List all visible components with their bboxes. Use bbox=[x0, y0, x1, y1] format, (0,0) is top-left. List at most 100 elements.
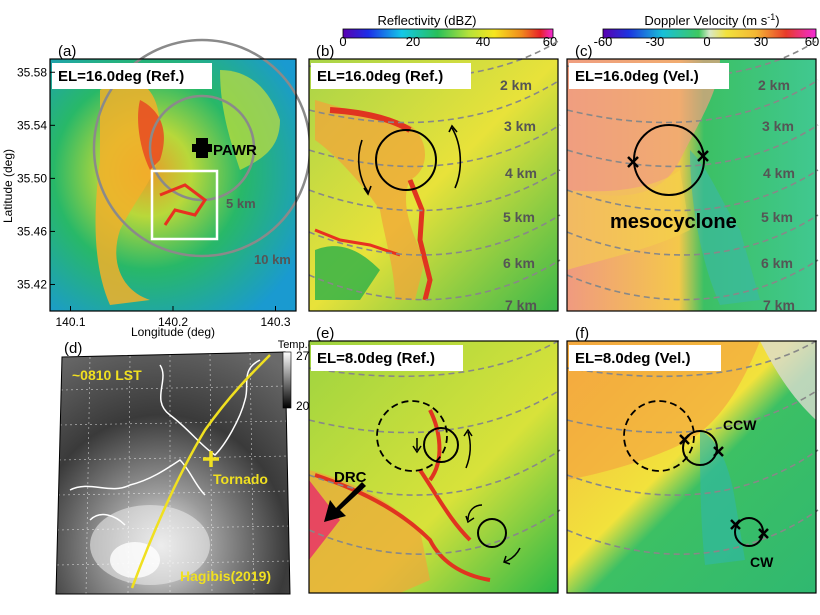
panel-b: (b) 2 km 3 km 4 km 5 km 6 km 7 km EL=16.… bbox=[308, 39, 561, 313]
panel-d-frame bbox=[55, 351, 291, 595]
zoom-box bbox=[150, 169, 219, 241]
panel-f-letter: (f) bbox=[575, 325, 589, 342]
panel-c-inbound bbox=[690, 150, 760, 305]
panel-b-core bbox=[329, 107, 412, 133]
panel-e-label: EL=8.0deg (Ref.) bbox=[317, 350, 435, 367]
panel-c-letter: (c) bbox=[575, 43, 593, 60]
panel-e-frame bbox=[308, 340, 559, 594]
velocity-tick: 0 bbox=[703, 34, 710, 49]
panel-c-frame bbox=[566, 58, 817, 312]
x-marker bbox=[697, 150, 709, 162]
reflectivity-colorbar-title: Reflectivity (dBZ) bbox=[378, 13, 477, 28]
ring-label: 7 km bbox=[505, 297, 537, 313]
panel-b-label-box bbox=[311, 63, 471, 89]
typhoon-core bbox=[110, 542, 160, 578]
ccw-circle bbox=[682, 430, 718, 466]
x-marker bbox=[713, 446, 724, 457]
panel-d-letter: (d) bbox=[64, 340, 82, 357]
x-tick-label: 140.2 bbox=[158, 315, 188, 329]
y-tick-label: 35.50 bbox=[17, 171, 47, 185]
ring-label-5km: 5 km bbox=[226, 196, 256, 211]
x-marker bbox=[627, 156, 639, 168]
panel-d: (d) Tornado Hagibis(2019) ~0810 LST Temp… bbox=[55, 339, 322, 595]
ring-label: 2 km bbox=[500, 77, 532, 93]
velocity-tick: 60 bbox=[805, 34, 819, 49]
panel-f-inbound bbox=[700, 430, 745, 565]
panel-e-hook bbox=[428, 409, 442, 482]
x-marker bbox=[730, 519, 741, 530]
ring-label: 4 km bbox=[505, 165, 537, 181]
panel-e-letter: (e) bbox=[316, 325, 334, 342]
mesocyclone-circle bbox=[375, 129, 437, 191]
velocity-tick: 30 bbox=[754, 34, 768, 49]
panel-b-echo bbox=[315, 100, 425, 300]
rotation-arrow bbox=[451, 127, 462, 189]
reflectivity-tick: 0 bbox=[339, 34, 346, 49]
panel-b-letter: (b) bbox=[316, 43, 334, 60]
hagibis-label: Hagibis(2019) bbox=[180, 568, 271, 584]
mesocyclone-label: mesocyclone bbox=[610, 211, 737, 233]
rotation-arrow bbox=[463, 428, 473, 469]
tornado-label: Tornado bbox=[213, 471, 268, 487]
x-tick-label: 140.3 bbox=[260, 315, 290, 329]
drc-arrow bbox=[324, 482, 366, 522]
panel-b-line bbox=[314, 228, 401, 257]
ring-label: 7 km bbox=[763, 297, 795, 313]
ring-label: 6 km bbox=[503, 255, 535, 271]
velocity-colorbar-title: Doppler Velocity (m s-1) bbox=[644, 12, 779, 28]
panel-b-hook bbox=[407, 179, 433, 301]
x-marker bbox=[758, 528, 769, 539]
y-tick-label: 35.58 bbox=[17, 65, 47, 79]
panel-a-ticks: 140.1 140.2 140.3 35.42 35.46 35.50 35.54 35.58 bbox=[17, 65, 291, 329]
panel-f-outbound bbox=[567, 341, 760, 480]
x-tick-label: 140.1 bbox=[55, 315, 85, 329]
ring-label: 3 km bbox=[504, 118, 536, 134]
reflectivity-tick: 40 bbox=[476, 34, 490, 49]
panel-c-outbound bbox=[567, 59, 720, 196]
panel-a-letter: (a) bbox=[58, 43, 76, 60]
ring-label: 5 km bbox=[503, 209, 535, 225]
ring-label-10km: 10 km bbox=[254, 252, 291, 267]
velocity-tick: -30 bbox=[646, 34, 665, 49]
panel-a: (a) PAWR 5 km 10 km EL=16.0deg (Ref.) La… bbox=[1, 38, 312, 339]
temp-colorbar-bar bbox=[282, 351, 292, 409]
panel-f-frame bbox=[566, 340, 817, 594]
ccw-label: CCW bbox=[723, 417, 757, 433]
panel-a-echo bbox=[220, 70, 280, 170]
rotation-arrow bbox=[412, 438, 422, 454]
y-tick-label: 35.46 bbox=[17, 224, 47, 238]
panel-f-label: EL=8.0deg (Vel.) bbox=[575, 350, 690, 367]
panel-c-yellow bbox=[567, 170, 690, 270]
reflectivity-colorbar: Reflectivity (dBZ) 0 20 40 60 bbox=[339, 13, 557, 49]
panel-c-rings bbox=[566, 39, 819, 301]
reflectivity-colorbar-bar bbox=[342, 28, 554, 39]
range-ring-5km bbox=[148, 94, 256, 202]
panel-c-label: EL=16.0deg (Vel.) bbox=[575, 68, 699, 85]
pawr-label: PAWR bbox=[213, 142, 257, 159]
previous-meso-circle bbox=[623, 400, 695, 472]
panel-c: (c) 2 km 3 km 4 km 5 km 6 km 7 km mesocy… bbox=[566, 39, 819, 313]
rotation-arrowhead bbox=[448, 124, 458, 133]
y-tick-label: 35.42 bbox=[17, 277, 47, 291]
coastline bbox=[69, 359, 261, 526]
ring-label: 2 km bbox=[758, 77, 790, 93]
drc-echo bbox=[309, 480, 340, 560]
panel-f-label-box bbox=[569, 345, 721, 371]
cw-label: CW bbox=[750, 554, 774, 570]
velocity-tick: -60 bbox=[594, 34, 613, 49]
reflectivity-tick: 20 bbox=[406, 34, 420, 49]
panel-b-echo bbox=[315, 246, 380, 300]
pawr-marker bbox=[192, 138, 212, 158]
x-axis-label: Longitude (deg) bbox=[131, 325, 215, 339]
panel-e-echo bbox=[309, 470, 430, 593]
panel-a-label-box bbox=[52, 63, 212, 89]
y-tick-label: 35.54 bbox=[17, 118, 47, 132]
rotation-arrow bbox=[503, 547, 521, 565]
rotation-arrow bbox=[357, 139, 369, 193]
ring-label: 5 km bbox=[761, 209, 793, 225]
panel-f-rings bbox=[566, 339, 819, 555]
x-marker bbox=[679, 434, 690, 445]
cw-circle bbox=[477, 518, 507, 548]
reflectivity-tick: 60 bbox=[543, 34, 557, 49]
